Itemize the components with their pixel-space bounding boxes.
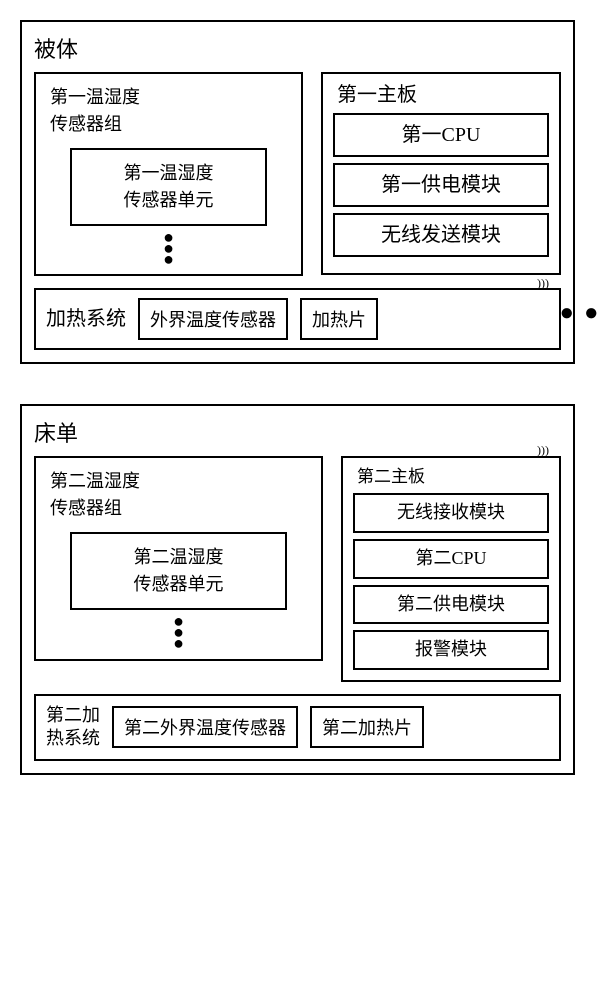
board-1: 第一主板 第一CPU 第一供电模块 无线发送模块 ))) (321, 72, 561, 275)
quilt-title: 被体 (34, 32, 561, 64)
heat-label-2: 第二加 热系统 (46, 704, 100, 751)
sheet-panel: 床单 第二温湿度 传感器组 第二温湿度 传感器单元 ●●● ))) 第二主板 无… (20, 404, 575, 774)
mod-alarm: 报警模块 (353, 630, 549, 670)
vdots-2: ●●● (50, 616, 307, 648)
heat-pad-2: 第二加热片 (310, 706, 424, 748)
hdots-1: ●●● (560, 300, 599, 327)
sg1-l2: 传感器组 (50, 114, 122, 134)
vdots-1: ●●● (50, 232, 287, 264)
su1-l1: 第一温湿度 (124, 163, 214, 183)
sg1-l1: 第一温湿度 (50, 87, 140, 107)
heat-system-1: 加热系统 外界温度传感器 加热片 (34, 288, 561, 350)
heat-system-2: 第二加 热系统 第二外界温度传感器 第二加热片 (34, 694, 561, 761)
board-1-title: 第一主板 (333, 78, 549, 107)
sensor-unit-2: 第二温湿度 传感器单元 (70, 532, 287, 610)
ext-temp-sensor-2: 第二外界温度传感器 (112, 706, 298, 748)
su1-l2: 传感器单元 (124, 190, 214, 210)
board-2-title: 第二主板 (353, 462, 549, 487)
hl2-l2: 热系统 (46, 728, 100, 748)
mod-cpu-2: 第二CPU (353, 539, 549, 579)
mod-power-2: 第二供电模块 (353, 585, 549, 625)
board-2: ))) 第二主板 无线接收模块 第二CPU 第二供电模块 报警模块 (341, 456, 561, 681)
sg2-l1: 第二温湿度 (50, 471, 140, 491)
quilt-row: 第一温湿度 传感器组 第一温湿度 传感器单元 ●●● 第一主板 第一CPU 第一… (34, 72, 561, 276)
sheet-title: 床单 (34, 416, 561, 448)
sensor-group-2-label: 第二温湿度 传感器组 (50, 468, 307, 522)
mod-wireless-recv: 无线接收模块 (353, 493, 549, 533)
heat-pad-1: 加热片 (300, 298, 378, 340)
heat-label-1: 加热系统 (46, 306, 126, 332)
wifi-icon-send: ))) (537, 277, 549, 289)
su2-l1: 第二温湿度 (134, 547, 224, 567)
su2-l2: 传感器单元 (134, 574, 224, 594)
sg2-l2: 传感器组 (50, 498, 122, 518)
hl2-l1: 第二加 (46, 705, 100, 725)
sensor-group-1: 第一温湿度 传感器组 第一温湿度 传感器单元 ●●● (34, 72, 303, 276)
sensor-group-1-label: 第一温湿度 传感器组 (50, 84, 287, 138)
sensor-group-2: 第二温湿度 传感器组 第二温湿度 传感器单元 ●●● (34, 456, 323, 660)
mod-cpu-1: 第一CPU (333, 113, 549, 157)
sheet-row: 第二温湿度 传感器组 第二温湿度 传感器单元 ●●● ))) 第二主板 无线接收… (34, 456, 561, 681)
ext-temp-sensor-1: 外界温度传感器 (138, 298, 288, 340)
sensor-unit-1: 第一温湿度 传感器单元 (70, 148, 267, 226)
wifi-icon-recv: ))) (537, 444, 549, 456)
mod-power-1: 第一供电模块 (333, 163, 549, 207)
quilt-panel: 被体 第一温湿度 传感器组 第一温湿度 传感器单元 ●●● 第一主板 第一CPU… (20, 20, 575, 364)
mod-wireless-send: 无线发送模块 (333, 213, 549, 257)
